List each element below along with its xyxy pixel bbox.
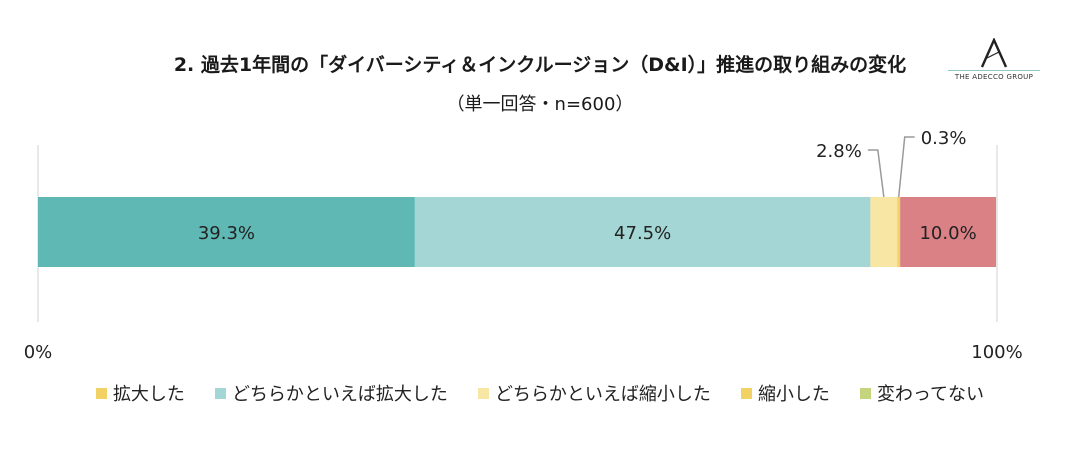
legend-item-1: 拡大した bbox=[95, 380, 185, 406]
legend-label-3: どちらかといえば縮小した bbox=[494, 384, 711, 405]
callout-line-3 bbox=[867, 149, 885, 198]
bar-segment-3 bbox=[870, 197, 898, 267]
legend-item-2: どちらかといえば拡大した bbox=[214, 380, 448, 406]
legend-swatch-2 bbox=[214, 387, 226, 399]
bar-segment-5 bbox=[900, 197, 997, 267]
logo-text: THE ADECCO GROUP bbox=[954, 73, 1034, 81]
callout-line-4 bbox=[897, 136, 915, 198]
legend: 拡大した どちらかといえば拡大した どちらかといえば縮小した 縮小した 変わってない bbox=[0, 380, 1080, 406]
legend-swatch-1 bbox=[95, 387, 107, 399]
data-label-1: 39.3% bbox=[198, 223, 255, 244]
data-label-4: 0.3% bbox=[921, 128, 967, 149]
stacked-bar-chart: 39.3% 47.5% 2.8% 0.3% 10.0% 0% 100% bbox=[24, 128, 1023, 363]
data-label-5: 10.0% bbox=[919, 223, 976, 244]
data-label-3: 2.8% bbox=[816, 141, 862, 162]
tick-label-0: 0% bbox=[24, 342, 53, 363]
bar-segment-4 bbox=[897, 197, 901, 267]
adecco-a-icon bbox=[980, 38, 1008, 68]
legend-label-1: 拡大した bbox=[112, 384, 185, 405]
legend-item-4: 縮小した bbox=[740, 380, 830, 406]
legend-swatch-5 bbox=[859, 387, 871, 399]
tick-label-100: 100% bbox=[971, 342, 1022, 363]
chart-title: 2. 過去1年間の「ダイバーシティ＆インクルージョン（D&I）」推進の取り組みの… bbox=[173, 54, 907, 76]
chart-subtitle: （単一回答・n=600） bbox=[446, 94, 634, 115]
bar-segment-1 bbox=[38, 197, 415, 267]
legend-swatch-3 bbox=[477, 387, 489, 399]
bar-segment-2 bbox=[414, 197, 871, 267]
legend-swatch-4 bbox=[740, 387, 752, 399]
legend-item-5: 変わってない bbox=[859, 380, 985, 406]
legend-item-3: どちらかといえば縮小した bbox=[477, 380, 711, 406]
legend-label-5: 変わってない bbox=[876, 384, 985, 405]
legend-label-4: 縮小した bbox=[757, 384, 830, 405]
adecco-logo: THE ADECCO GROUP bbox=[948, 38, 1040, 86]
legend-label-2: どちらかといえば拡大した bbox=[231, 384, 448, 405]
data-label-2: 47.5% bbox=[614, 223, 671, 244]
logo-rule bbox=[948, 70, 1040, 71]
